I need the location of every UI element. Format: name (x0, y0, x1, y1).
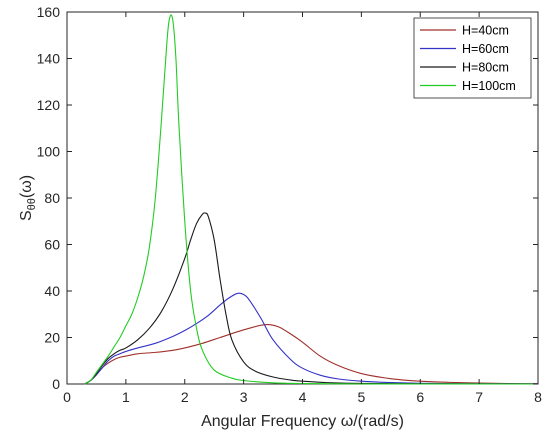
x-axis-ticks: 0 1 2 3 4 5 6 7 8 (63, 12, 542, 405)
y-tick-label: 20 (44, 330, 60, 346)
legend-entry-label: H=100cm (462, 79, 516, 93)
x-tick-label: 2 (181, 389, 189, 405)
x-tick-label: 5 (357, 389, 365, 405)
y-tick-label: 80 (44, 190, 60, 206)
y-axis-ticks: 0 20 40 60 80 100 120 140 160 (37, 4, 538, 392)
y-tick-label: 0 (52, 376, 60, 392)
x-tick-label: 6 (416, 389, 424, 405)
y-axis-label-tail: (ω) (18, 175, 35, 198)
y-tick-label: 40 (44, 283, 60, 299)
y-axis-label-main: S (18, 210, 35, 221)
series-group (84, 14, 539, 385)
series-line-4 (84, 14, 539, 385)
x-tick-label: 7 (475, 389, 483, 405)
legend-entry-label: H=80cm (462, 61, 509, 75)
x-tick-label: 3 (240, 389, 248, 405)
x-tick-label: 1 (122, 389, 130, 405)
series-line-3 (84, 212, 539, 385)
legend-entry-label: H=60cm (462, 42, 509, 56)
y-axis-label-subscript: θθ (26, 198, 38, 210)
x-axis-label: Angular Frequency ω/(rad/s) (201, 413, 404, 430)
legend-entry-label: H=40cm (462, 24, 509, 38)
x-tick-label: 4 (299, 389, 307, 405)
y-tick-label: 100 (37, 144, 61, 160)
legend-box (413, 17, 532, 99)
y-tick-label: 160 (37, 4, 61, 20)
y-axis-label: Sθθ(ω) (18, 175, 38, 221)
y-tick-label: 120 (37, 97, 61, 113)
x-tick-label: 0 (63, 389, 71, 405)
y-tick-label: 140 (37, 51, 61, 67)
series-line-2 (84, 292, 539, 385)
legend: H=40cm H=60cm H=80cm H=100cm (413, 17, 532, 99)
x-tick-label: 8 (534, 389, 542, 405)
series-line-1 (84, 324, 539, 385)
y-tick-label: 60 (44, 237, 60, 253)
